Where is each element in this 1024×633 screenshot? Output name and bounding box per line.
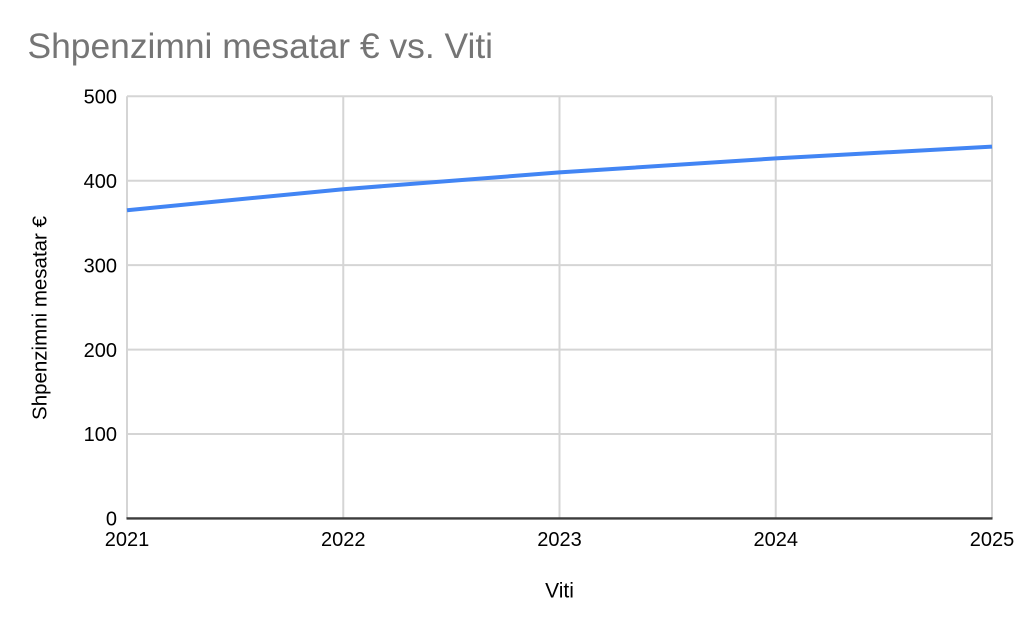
svg-text:200: 200 [84,340,117,362]
svg-text:400: 400 [84,171,117,193]
svg-text:Viti: Viti [545,579,574,602]
svg-text:Shpenzimni mesatar € vs. Viti: Shpenzimni mesatar € vs. Viti [28,26,494,66]
svg-text:2024: 2024 [754,529,799,551]
svg-text:2022: 2022 [321,529,366,551]
svg-text:Shpenzimni mesatar €: Shpenzimni mesatar € [29,215,52,420]
svg-text:2025: 2025 [970,529,1015,551]
svg-text:0: 0 [106,509,117,531]
svg-text:500: 500 [84,86,117,108]
svg-text:2021: 2021 [105,529,150,551]
svg-text:300: 300 [84,255,117,277]
svg-text:2023: 2023 [537,529,582,551]
svg-text:100: 100 [84,424,117,446]
